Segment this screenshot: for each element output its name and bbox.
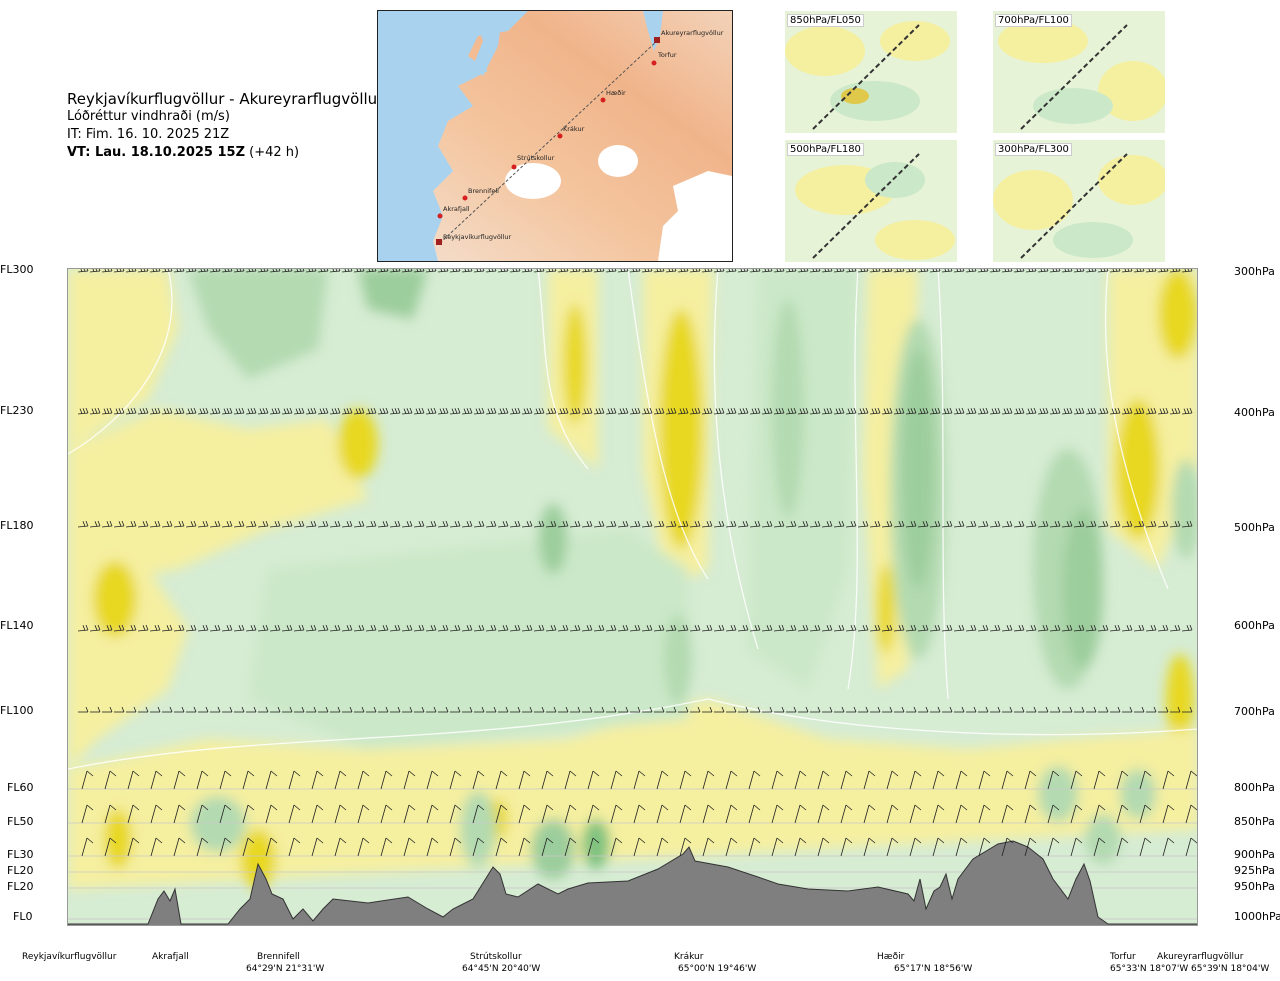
thumb-300hpa-label: 300hPa/FL300 xyxy=(995,143,1072,156)
thumb-850hpa-label: 850hPa/FL050 xyxy=(787,14,864,27)
thumb-300hpa[interactable]: 300hPa/FL300 xyxy=(993,140,1165,262)
akrafjall-marker xyxy=(437,213,443,219)
cross-section-plot xyxy=(67,268,1198,926)
place-brennifell: Brennifell 64°29'N 21°31'W xyxy=(246,951,324,975)
place-name: Reykjavíkurflugvöllur xyxy=(22,952,117,962)
map-label-brennifell: Brennifell xyxy=(468,187,499,195)
haedir-marker xyxy=(600,97,606,103)
thumb-700hpa[interactable]: 700hPa/FL100 xyxy=(993,11,1165,133)
place-name: Brennifell xyxy=(257,952,300,962)
thumb-300hpa-svg xyxy=(993,140,1165,262)
place-name: Krákur xyxy=(674,952,704,962)
place-name: Akureyrarflugvöllur xyxy=(1157,952,1244,962)
place-coord: 65°00'N 19°46'W xyxy=(678,964,757,974)
thumb-850hpa[interactable]: 850hPa/FL050 xyxy=(785,11,957,133)
pa-label-0: 300hPa xyxy=(1234,265,1275,278)
krakur-marker xyxy=(557,133,563,139)
place-akureyri: Akureyrarflugvöllur 65°39'N 18°04'W xyxy=(1157,951,1269,975)
place-strutskollur: Strútskollur 64°45'N 20°40'W xyxy=(462,951,540,975)
map-label-krakur: Krákur xyxy=(563,125,585,133)
place-name: Strútskollur xyxy=(470,952,522,962)
thumb-500hpa-svg xyxy=(785,140,957,262)
place-name: Torfur xyxy=(1110,952,1136,962)
pa-label-10: 1000hPa xyxy=(1234,910,1280,923)
valid-time-main: VT: Lau. 18.10.2025 15Z xyxy=(67,145,246,160)
fl-label-1: FL230 xyxy=(0,404,34,417)
strutskollur-marker xyxy=(511,164,517,170)
pa-label-8: 925hPa xyxy=(1234,864,1275,877)
fl-label-7: FL30 xyxy=(7,848,34,861)
valid-time-offset: (+42 h) xyxy=(249,145,300,160)
place-coord: 64°29'N 21°31'W xyxy=(246,964,325,974)
place-haedir: Hæðir 65°17'N 18°56'W xyxy=(877,951,972,975)
place-coord: 64°45'N 20°40'W xyxy=(462,964,541,974)
terrain-profile xyxy=(68,840,1197,925)
place-coord: 65°33'N 18°07'W xyxy=(1110,964,1189,974)
place-name: Hæðir xyxy=(877,952,905,962)
fl-label-2: FL180 xyxy=(0,519,34,532)
pa-label-6: 850hPa xyxy=(1234,815,1275,828)
pa-label-9: 950hPa xyxy=(1234,880,1275,893)
fl-label-4: FL100 xyxy=(0,704,34,717)
thumb-500hpa-label: 500hPa/FL180 xyxy=(787,143,864,156)
fl-label-6: FL50 xyxy=(7,815,34,828)
route-map: Akureyrarflugvöllur Torfur Hæðir Krákur … xyxy=(377,10,733,262)
map-label-akrafjall: Akrafjall xyxy=(443,205,470,213)
title-block: Reykjavíkurflugvöllur - Akureyrarflugvöl… xyxy=(67,90,383,162)
place-torfur: Torfur 65°33'N 18°07'W xyxy=(1110,951,1188,975)
place-akrafjall: Akrafjall xyxy=(152,951,189,963)
map-label-akureyri: Akureyrarflugvöllur xyxy=(661,29,724,37)
route-map-svg: Akureyrarflugvöllur Torfur Hæðir Krákur … xyxy=(378,11,732,261)
pa-label-3: 600hPa xyxy=(1234,619,1275,632)
fl-label-0: FL300 xyxy=(0,263,34,276)
torfur-marker xyxy=(651,60,657,66)
thumb-850hpa-svg xyxy=(785,11,957,133)
fl-label-3: FL140 xyxy=(0,619,34,632)
fl-label-5: FL60 xyxy=(7,781,34,794)
map-label-haedir: Hæðir xyxy=(606,89,626,97)
pa-label-5: 800hPa xyxy=(1234,781,1275,794)
pa-label-4: 700hPa xyxy=(1234,705,1275,718)
thumb-700hpa-svg xyxy=(993,11,1165,133)
reykjavik-marker xyxy=(436,239,442,245)
thumb-700hpa-label: 700hPa/FL100 xyxy=(995,14,1072,27)
valid-time: VT: Lau. 18.10.2025 15Z (+42 h) xyxy=(67,144,383,162)
akureyri-marker xyxy=(654,37,660,43)
fl-label-8: FL20 xyxy=(7,864,34,877)
place-reykjavik: Reykjavíkurflugvöllur xyxy=(22,951,116,963)
pa-label-2: 500hPa xyxy=(1234,521,1275,534)
map-label-torfur: Torfur xyxy=(657,51,677,59)
cross-section-svg xyxy=(68,269,1197,925)
pa-label-1: 400hPa xyxy=(1234,406,1275,419)
place-coord: 65°17'N 18°56'W xyxy=(894,964,973,974)
route-title: Reykjavíkurflugvöllur - Akureyrarflugvöl… xyxy=(67,90,384,108)
place-krakur: Krákur 65°00'N 19°46'W xyxy=(674,951,757,975)
fl-label-9: FL20 xyxy=(7,880,34,893)
pa-label-7: 900hPa xyxy=(1234,848,1275,861)
map-label-strutskollur: Strútskollur xyxy=(517,154,555,162)
brennifell-marker xyxy=(462,195,468,201)
fl-label-10: FL0 xyxy=(13,910,33,923)
place-coord: 65°39'N 18°04'W xyxy=(1191,964,1270,974)
place-name: Akrafjall xyxy=(152,952,189,962)
issue-time: IT: Fim. 16. 10. 2025 21Z xyxy=(67,127,230,142)
parameter-label: Lóðréttur vindhraði (m/s) xyxy=(67,109,230,124)
wind-barbs xyxy=(77,269,1197,857)
map-label-reykjavik: Reykjavíkurflugvöllur xyxy=(443,233,512,241)
thumb-500hpa[interactable]: 500hPa/FL180 xyxy=(785,140,957,262)
